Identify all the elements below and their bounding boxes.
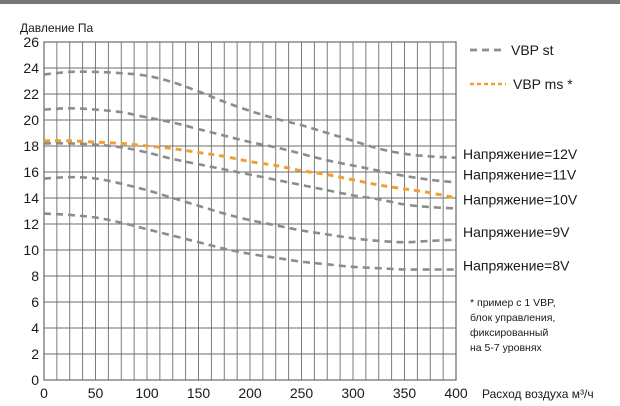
x-tick-label: 150 bbox=[187, 385, 211, 401]
x-tick-label: 0 bbox=[40, 385, 48, 401]
y-tick-label: 22 bbox=[23, 86, 39, 102]
y-tick-label: 20 bbox=[23, 112, 39, 128]
series-line-vbp-st bbox=[43, 175, 457, 244]
grid bbox=[43, 41, 457, 381]
y-axis-title: Давление Па bbox=[20, 21, 94, 35]
footnote-line: на 5-7 уровнях bbox=[470, 342, 543, 354]
footnote-line: * пример с 1 VBP, bbox=[470, 297, 556, 309]
footnote-line: блок управления, bbox=[470, 312, 555, 324]
footnote-line: фиксированный bbox=[470, 327, 548, 339]
x-tick-label: 300 bbox=[341, 385, 365, 401]
y-tick-label: 12 bbox=[23, 216, 39, 232]
series-line-vbp-st bbox=[43, 142, 457, 210]
y-tick-label: 6 bbox=[31, 294, 39, 310]
legend: VBP st VBP ms * bbox=[470, 42, 573, 92]
legend-label: VBP st bbox=[511, 42, 554, 58]
x-tick-label: 350 bbox=[393, 385, 417, 401]
x-axis-title: Расход воздуха м³/ч bbox=[482, 387, 594, 401]
series-line-vbp-st bbox=[43, 212, 456, 271]
y-tick-label: 4 bbox=[31, 320, 39, 336]
series-line-vbp-st bbox=[43, 70, 457, 159]
y-tick-label: 16 bbox=[23, 164, 39, 180]
x-tick-label: 50 bbox=[88, 385, 104, 401]
y-tick-label: 26 bbox=[23, 34, 39, 50]
curve-label: Напряжение=12V bbox=[463, 146, 578, 162]
y-tick-label: 2 bbox=[31, 346, 39, 362]
series-line-vbp-ms bbox=[43, 139, 457, 200]
curve-label: Напряжение=8V bbox=[463, 258, 570, 274]
curve-labels: Напряжение=12V Напряжение=11V Напряжение=1… bbox=[463, 146, 578, 274]
y-tick-label: 0 bbox=[31, 372, 39, 388]
y-tick-label: 8 bbox=[31, 268, 39, 284]
series-line-vbp-st bbox=[43, 106, 457, 184]
curve-label: Напряжение=9V bbox=[463, 224, 570, 240]
y-tick-label: 18 bbox=[23, 138, 39, 154]
x-tick-label: 100 bbox=[135, 385, 159, 401]
x-tick-label: 200 bbox=[238, 385, 262, 401]
curves bbox=[43, 70, 457, 271]
footnote: * пример с 1 VBP, блок управления, фиксиро… bbox=[470, 297, 556, 354]
x-tick-label: 400 bbox=[444, 385, 468, 401]
y-tick-label: 24 bbox=[23, 60, 39, 76]
curve-label: Напряжение=11V bbox=[463, 167, 577, 183]
x-tick-label: 250 bbox=[290, 385, 314, 401]
curve-label: Напряжение=10V bbox=[463, 191, 578, 207]
legend-label: VBP ms * bbox=[513, 76, 573, 92]
top-bar bbox=[0, 0, 620, 4]
y-tick-label: 14 bbox=[23, 190, 39, 206]
y-tick-label: 10 bbox=[23, 242, 39, 258]
